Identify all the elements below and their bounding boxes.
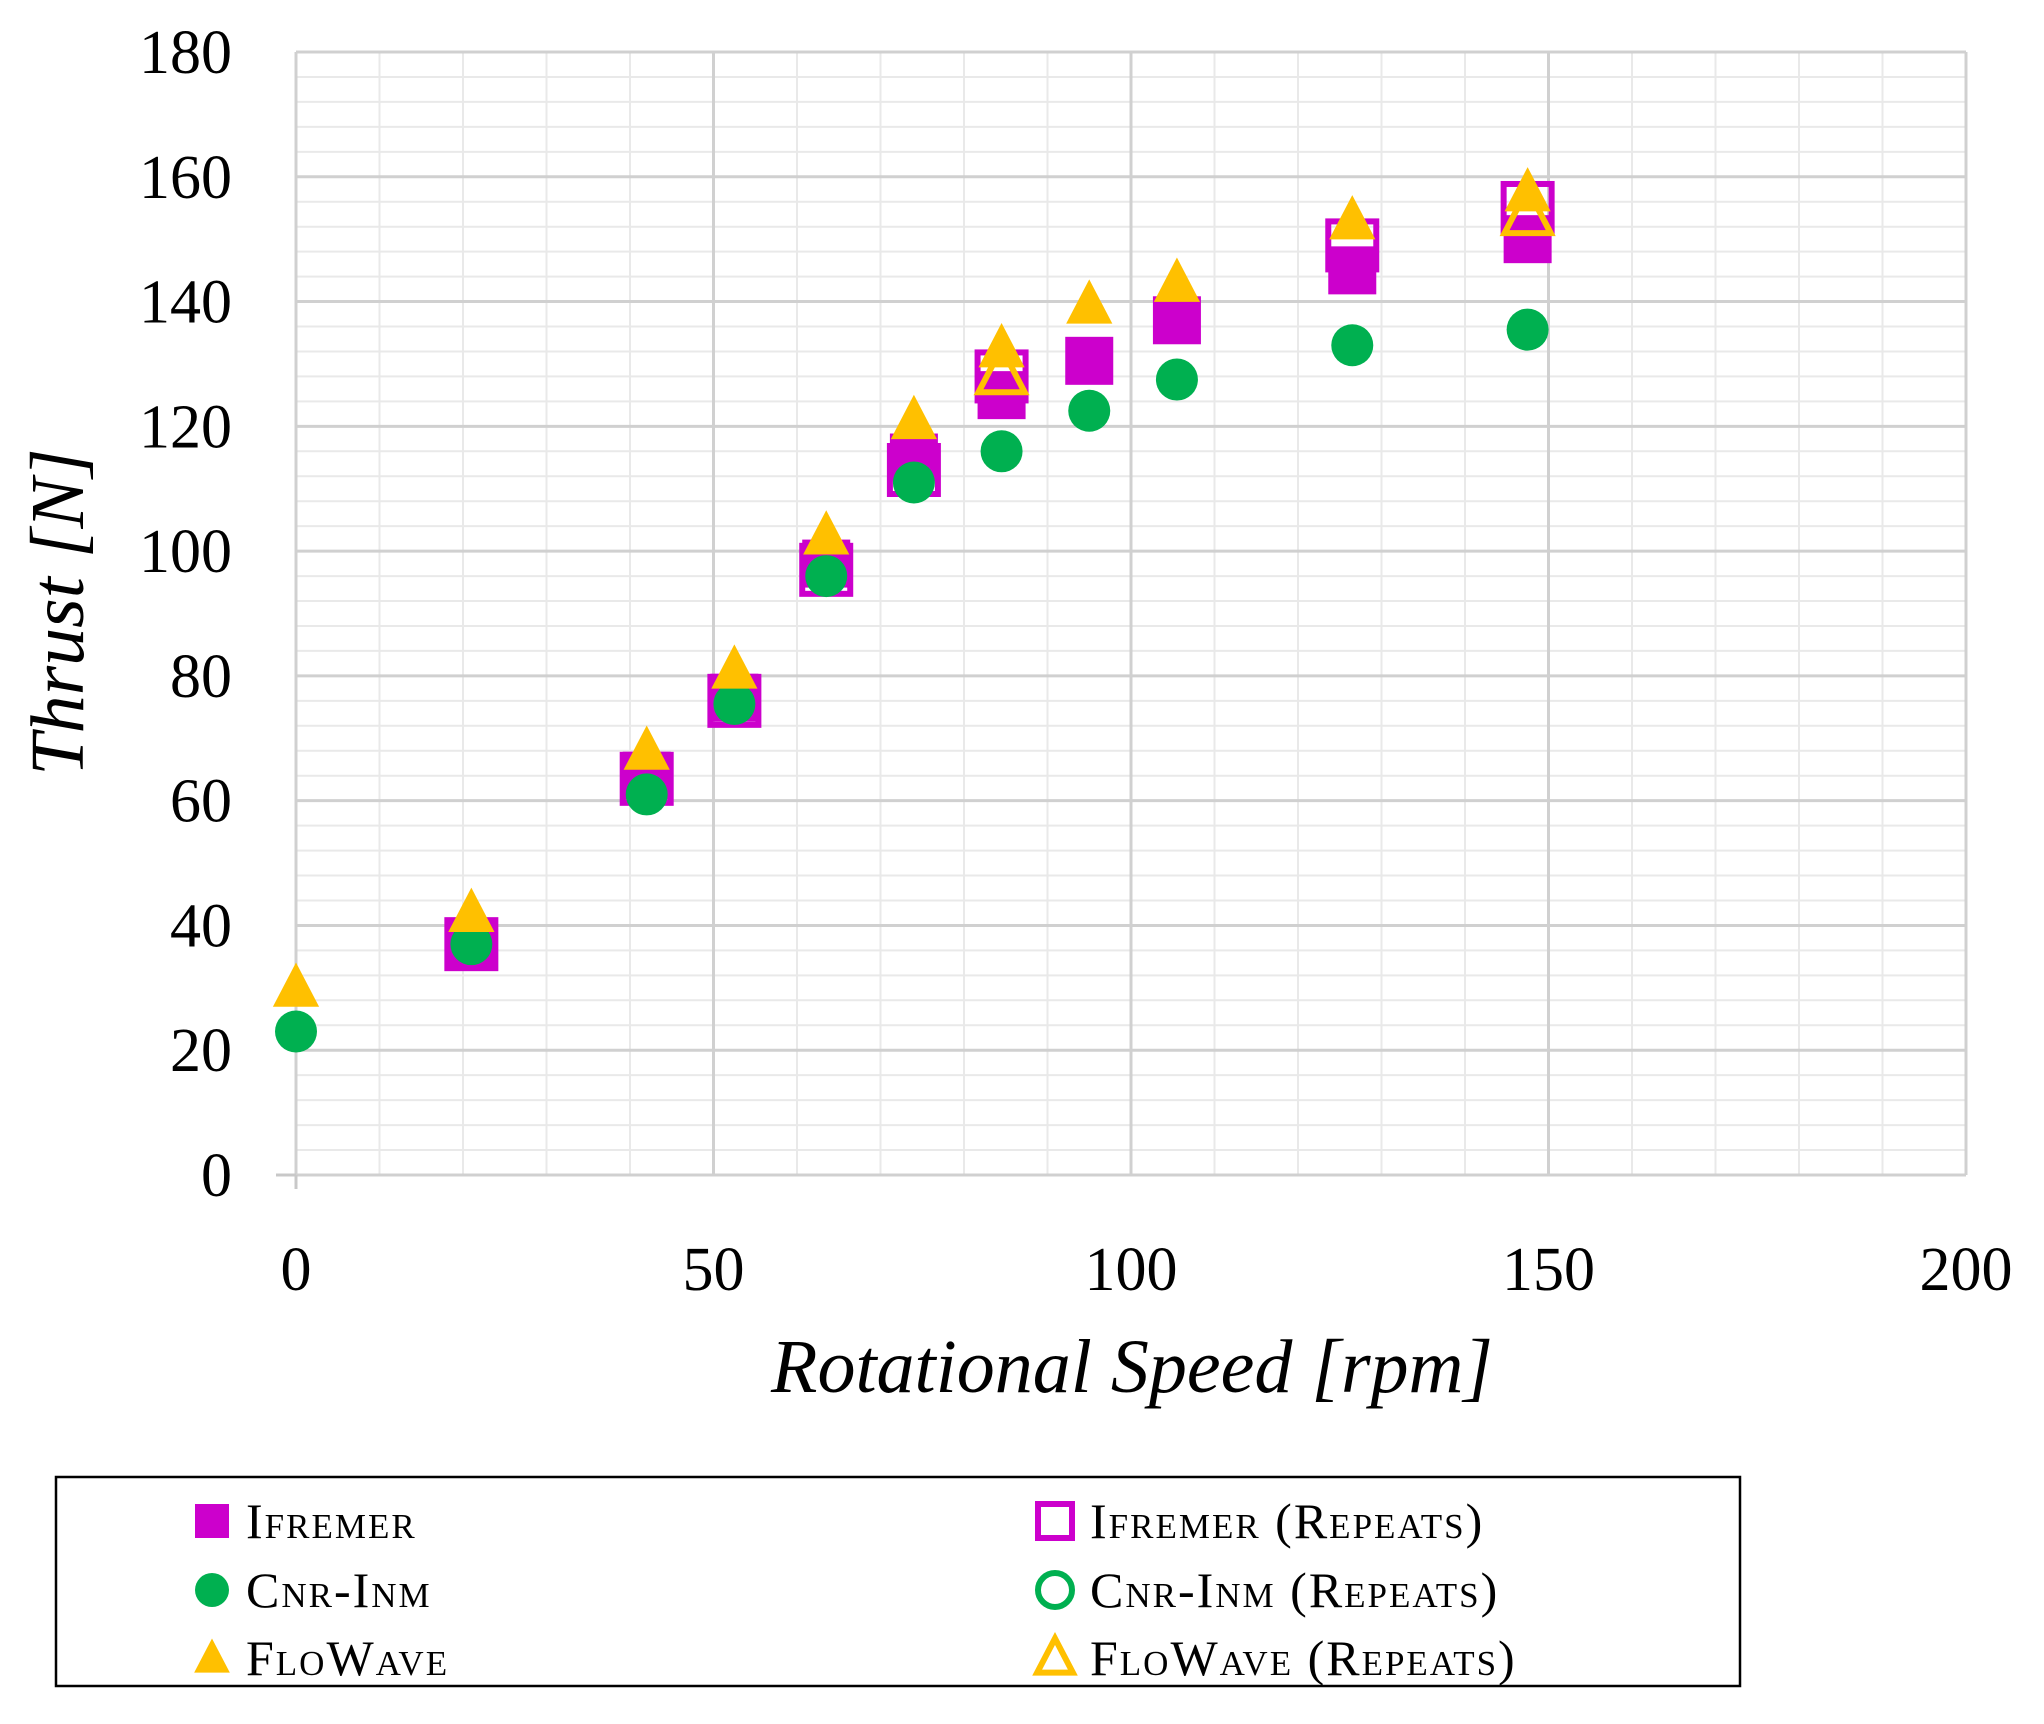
legend-label-ifremer-repeats: Ifremer (Repeats)	[1090, 1493, 1484, 1549]
point-flowave-repeats	[1499, 182, 1556, 237]
x-tick-label: 150	[1502, 1236, 1595, 1304]
legend-marker-flowave-repeats	[1032, 1631, 1078, 1676]
point-cnr-inm	[275, 1010, 317, 1053]
legend-marker-cnr-inm-repeats	[1035, 1570, 1075, 1610]
point-flowave	[1066, 279, 1113, 324]
point-cnr-inm	[1155, 358, 1198, 401]
y-tick-label: 120	[139, 393, 232, 461]
point-cnr-inm	[892, 461, 935, 504]
tick-labels: 0 20 40 60 80 100 120 140 160 180 0 50 100 150 200	[139, 19, 2013, 1304]
x-tick-label: 200	[1920, 1236, 2013, 1304]
legend: Ifremer Ifremer (Repeats) Cnr-Inm Cnr-In…	[54, 1475, 1742, 1688]
x-tick-label: 0	[281, 1236, 312, 1304]
point-flowave	[890, 394, 937, 440]
legend-label-flowave: FloWave	[246, 1630, 449, 1686]
point-flowave	[1329, 195, 1376, 240]
y-tick-label: 180	[139, 19, 232, 87]
y-tick-label: 140	[139, 269, 232, 337]
legend-marker-cnr-inm	[195, 1573, 229, 1607]
point-flowave	[1153, 257, 1201, 302]
point-ifremer	[1065, 336, 1114, 385]
point-cnr-inm	[805, 555, 848, 598]
y-axis-title: Thrust [N]	[16, 448, 100, 775]
point-cnr-inm	[980, 430, 1023, 473]
y-tick-label: 160	[139, 144, 232, 212]
y-tick-label: 20	[170, 1017, 232, 1085]
axes	[276, 1173, 298, 1189]
point-cnr-inm	[450, 923, 493, 966]
legend-marker-ifremer-repeats	[1035, 1501, 1075, 1541]
legend-label-ifremer: Ifremer	[246, 1493, 417, 1549]
y-tick-label: 40	[170, 892, 232, 960]
point-cnr-inm	[1068, 389, 1111, 432]
data-points	[272, 167, 1556, 1053]
point-flowave	[803, 510, 850, 555]
point-ifremer	[1152, 296, 1201, 345]
y-tick-label: 0	[201, 1142, 232, 1210]
x-axis-title: Rotational Speed [rpm]	[770, 1325, 1493, 1409]
y-tick-label: 80	[170, 643, 232, 711]
y-tick-label: 100	[139, 518, 232, 586]
point-flowave	[711, 644, 758, 689]
point-cnr-inm	[1331, 324, 1374, 367]
point-flowave	[623, 725, 670, 770]
x-tick-label: 100	[1085, 1236, 1178, 1304]
point-cnr-inm	[625, 773, 668, 816]
point-flowave	[272, 962, 320, 1007]
x-tick-label: 50	[683, 1236, 745, 1304]
y-tick-label: 60	[170, 768, 232, 836]
legend-label-flowave-repeats: FloWave (Repeats)	[1090, 1630, 1517, 1686]
point-flowave-repeats	[973, 341, 1030, 396]
major-gridlines	[294, 50, 1968, 1177]
legend-label-cnr-inm-repeats: Cnr-Inm (Repeats)	[1090, 1562, 1499, 1618]
point-cnr-inm	[713, 682, 756, 725]
legend-label-cnr-inm: Cnr-Inm	[246, 1562, 432, 1618]
legend-markers	[194, 1501, 1078, 1676]
legend-marker-ifremer	[195, 1504, 229, 1538]
legend-box	[54, 1475, 1742, 1688]
point-flowave	[448, 887, 495, 932]
legend-marker-flowave	[194, 1638, 230, 1673]
point-cnr-inm	[1506, 308, 1549, 351]
